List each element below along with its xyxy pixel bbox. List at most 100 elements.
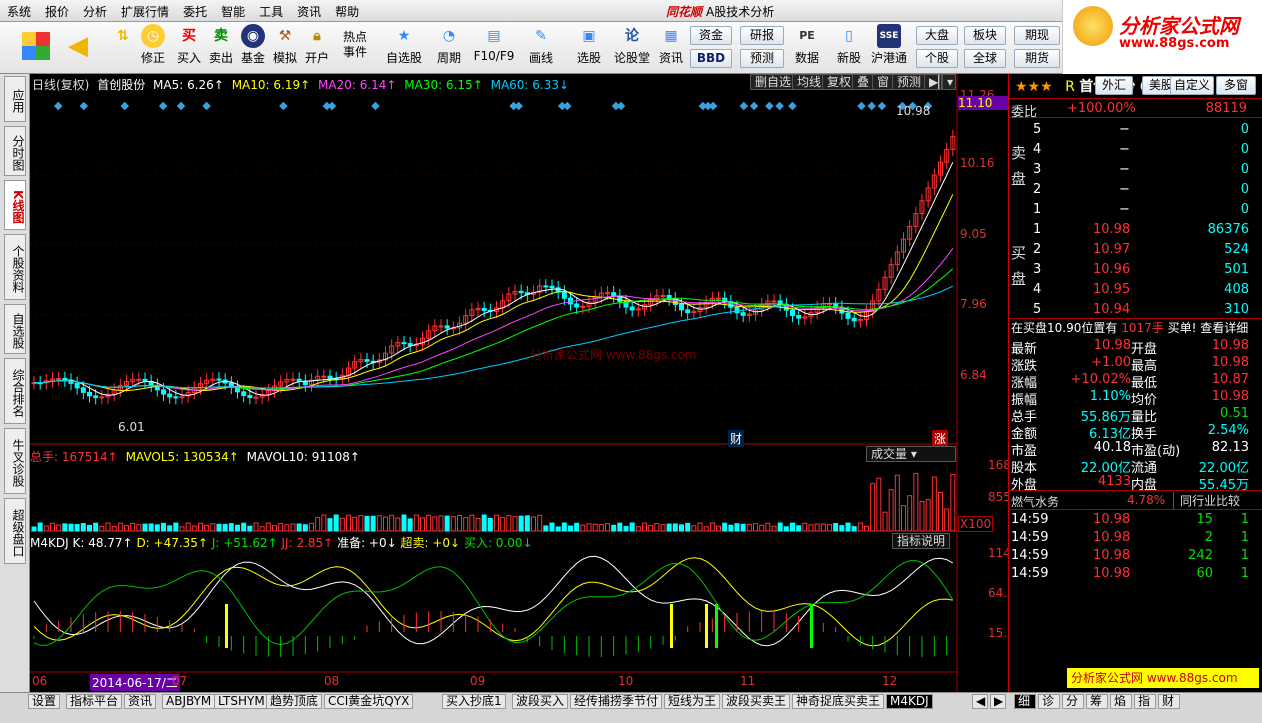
buy-button[interactable]: 买买入 (174, 24, 204, 66)
volume-bar (592, 523, 598, 532)
menu-smart[interactable]: 智能 (221, 5, 246, 19)
research-button[interactable]: 研报 (740, 26, 784, 45)
stock-button[interactable]: 个股 (916, 49, 958, 68)
candle-body (99, 396, 105, 399)
fix-button[interactable]: ◷ 修正 (138, 24, 168, 66)
tab-stock-profile[interactable]: 个股资料 (4, 234, 26, 300)
bottom-tab[interactable]: 波段买卖王 (722, 694, 791, 709)
global-button[interactable]: 全球 (964, 49, 1006, 68)
forecast-button[interactable]: 预测 (740, 49, 784, 68)
volume-bar (358, 515, 364, 532)
bottom-tab[interactable]: 神奇捉底买卖王 (792, 694, 885, 709)
window-button[interactable]: 窗 (872, 74, 895, 90)
indicator-help-button[interactable]: 指标说明 (892, 533, 951, 549)
menu-extended[interactable]: 扩展行情 (121, 5, 170, 19)
stat-value: +1.00 (1091, 355, 1131, 370)
tab-intraday[interactable]: 分时图 (4, 126, 26, 176)
revise-button[interactable]: ⇅ (108, 24, 138, 49)
bottom-tab[interactable]: 买入抄底1 (442, 694, 506, 709)
forum-button[interactable]: 论论股堂 (612, 24, 652, 66)
tab-diagnosis[interactable]: 牛叉诊股 (4, 428, 26, 494)
volume-indicator-select[interactable]: 成交量 ▾ (866, 446, 956, 462)
limit-up-marker[interactable]: 涨 (932, 430, 949, 447)
menu-tools[interactable]: 工具 (259, 5, 284, 19)
bottom-tab[interactable]: M4KDJ (886, 694, 933, 709)
signal-diamond (371, 101, 380, 111)
fund-label: 基金 (240, 51, 265, 65)
right-bottom-tab[interactable]: 诊 (1038, 694, 1060, 709)
notice-row[interactable]: 在买盘10.90位置有 1017手 买单! 查看详细 (1009, 318, 1262, 338)
custom-button[interactable]: 自定义 (1170, 76, 1214, 95)
kline-chart-panel[interactable]: 日线(复权) 首创股份 MA5: 6.26↑ MA10: 6.19↑ MA20:… (30, 74, 1030, 692)
bottom-tab[interactable]: CCI黄金坑QYX (324, 694, 414, 709)
industry-compare-button[interactable]: 同行业比较 (1173, 492, 1240, 509)
sector-button[interactable]: 板块 (964, 26, 1006, 45)
tab-favorites[interactable]: 自选股 (4, 304, 26, 354)
right-bottom-tab[interactable]: 焰 (1110, 694, 1132, 709)
bbd-button[interactable]: BBD (690, 49, 732, 68)
news-button[interactable]: ▦ 资讯 (656, 24, 686, 66)
x-tick: 10 (618, 674, 634, 688)
notice-link[interactable]: 买单! 查看详细 (1167, 321, 1249, 335)
bottom-tab[interactable]: 资讯 (124, 694, 157, 709)
right-bottom-tab[interactable]: 财 (1158, 694, 1180, 709)
bottom-tab[interactable]: 指标平台 (66, 694, 123, 709)
forex-button[interactable]: 外汇 (1095, 76, 1133, 95)
bottom-tab[interactable]: ABJBYM (162, 694, 216, 709)
menu-help[interactable]: 帮助 (335, 5, 360, 19)
menu-news[interactable]: 资讯 (297, 5, 322, 19)
f10-button[interactable]: ▤ F10/F9 (470, 24, 518, 63)
data-button[interactable]: PE 数据 (790, 24, 824, 66)
futures-button[interactable]: 期货 (1014, 49, 1060, 68)
futures-spot-button[interactable]: 期现 (1014, 26, 1060, 45)
finance-marker[interactable]: 财 (728, 430, 745, 447)
back-arrow-icon[interactable]: ◀ (68, 31, 88, 61)
stat-label: 振幅 (1011, 393, 1038, 408)
multi-window-button[interactable]: 多窗 (1216, 76, 1256, 95)
buy-signal-bar (705, 604, 708, 648)
right-bottom-tab[interactable]: 指 (1134, 694, 1156, 709)
bottom-tab[interactable]: 设置 (28, 694, 61, 709)
menu-system[interactable]: 系统 (7, 5, 32, 19)
open-account-button[interactable]: 🔒︎ 开户 (302, 24, 332, 66)
remove-favorite-button[interactable]: 删自选 (750, 74, 797, 90)
right-bottom-tab[interactable]: 分 (1062, 694, 1084, 709)
candle-body (870, 300, 876, 312)
period-button[interactable]: ◔ 周期 (432, 24, 466, 66)
hk-connect-button[interactable]: SSE 沪港通 (868, 24, 910, 66)
menu-quote[interactable]: 报价 (45, 5, 70, 19)
tab-super-orderbook[interactable]: 超级盘口 (4, 498, 26, 564)
bottom-tab[interactable]: 趋势顶底 (266, 694, 323, 709)
scroll-right-icon[interactable]: ▶ (990, 694, 1006, 709)
volume-bar (709, 522, 715, 532)
menu-analysis[interactable]: 分析 (83, 5, 108, 19)
draw-line-button[interactable]: ✎ 画线 (524, 24, 558, 66)
tab-apps[interactable]: 应用 (4, 76, 26, 122)
bottom-tab[interactable]: 经传捕捞季节付 (570, 694, 663, 709)
capital-button[interactable]: 资金 (690, 26, 732, 45)
right-bottom-tab[interactable]: 细 (1014, 694, 1036, 709)
stock-select-button[interactable]: ▣ 选股 (572, 24, 606, 66)
level: 2 (1033, 242, 1042, 257)
chevron-down-icon[interactable]: ▾ (942, 74, 956, 90)
scroll-left-icon[interactable]: ◀ (972, 694, 988, 709)
market-button[interactable]: 大盘 (916, 26, 958, 45)
menu-trade[interactable]: 委托 (183, 5, 208, 19)
favorites-button[interactable]: ★ 自选股 (384, 24, 424, 66)
candle-body (210, 378, 216, 381)
bottom-tab[interactable]: 短线为王 (664, 694, 721, 709)
bottom-tab[interactable]: 波段买入 (512, 694, 569, 709)
ask-price: − (1119, 142, 1130, 157)
simulate-button[interactable]: ⚒ 模拟 (270, 24, 300, 66)
sell-button[interactable]: 卖卖出 (206, 24, 236, 66)
tab-ranking[interactable]: 综合排名 (4, 358, 26, 424)
ipo-button[interactable]: ▯ 新股 (832, 24, 866, 66)
tab-kline[interactable]: K线图 (4, 180, 26, 230)
fund-button[interactable]: ◉ 基金 (238, 24, 268, 66)
volume-bar (814, 523, 820, 532)
right-bottom-tab[interactable]: 筹 (1086, 694, 1108, 709)
hot-events-button[interactable]: 热点事件 (338, 30, 372, 60)
bottom-tab[interactable]: LTSHYM (214, 694, 269, 709)
volume-bar (198, 522, 203, 532)
windows-grid-icon[interactable] (22, 32, 50, 60)
